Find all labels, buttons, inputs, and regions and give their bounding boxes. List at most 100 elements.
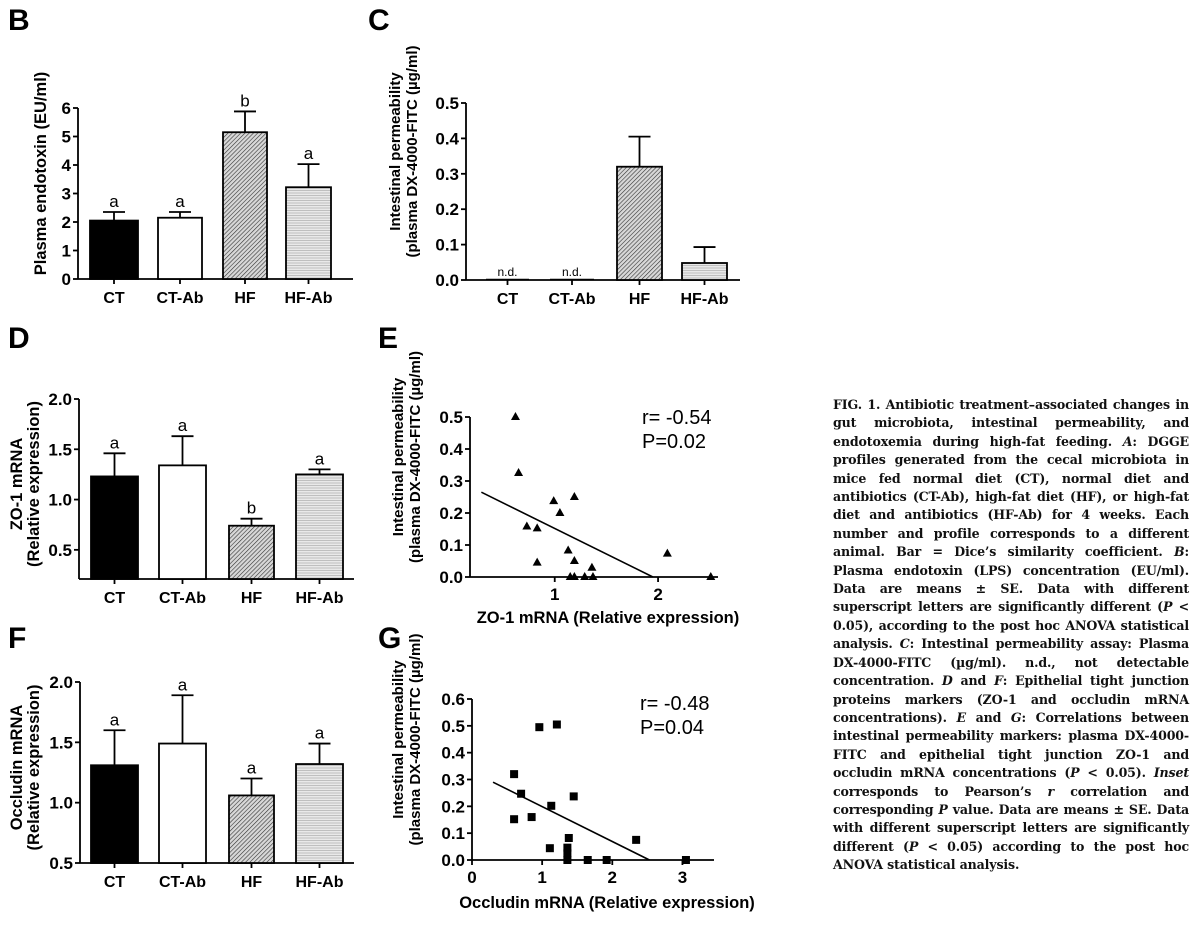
data-point-triangle [532, 557, 542, 566]
x-tick-label: HF [241, 874, 263, 891]
x-axis-label: Occludin mRNA (Relative expression) [459, 894, 755, 912]
y-tick-label: 0.5 [49, 854, 73, 873]
panel-b: B Plasma endotoxin (EU/ml) 0 1 2 3 4 5 6 CT a CT-Ab… [8, 4, 353, 307]
x-tick-label: HF [241, 590, 263, 607]
data-point-square [547, 801, 556, 810]
y-tick-label: 6 [62, 99, 71, 118]
caption-text: : Plasma endotoxin (LPS) concentration (… [833, 544, 1189, 615]
bar-hf [616, 165, 663, 281]
y-axis-label: Intestinal permeability [387, 72, 404, 231]
caption-text: : Correlations between intestinal permea… [833, 709, 1189, 781]
significance-letter: a [109, 192, 119, 211]
bar-hf [228, 524, 275, 580]
data-point-triangle [662, 548, 672, 557]
caption-italic: E [956, 709, 967, 725]
x-tick-label: 1 [537, 868, 546, 887]
significance-letter: a [247, 759, 257, 778]
data-point-triangle [555, 508, 565, 516]
y-axis-label: (Relative expression) [25, 401, 43, 567]
x-tick-label: 2 [653, 585, 662, 604]
panel-letter: E [378, 322, 398, 355]
data-point-square [517, 789, 526, 798]
y-axis-label: Occludin mRNA [8, 705, 26, 831]
y-axis-label: (Relative expression) [25, 685, 43, 851]
y-axis-label: Intestinal permeability [390, 377, 407, 536]
y-tick-label: 1.0 [48, 491, 72, 510]
caption-italic: F [993, 673, 1003, 689]
data-point-triangle [588, 572, 598, 580]
caption-text: FIG. 1. Antibiotic treatment–associated … [833, 397, 1189, 449]
y-tick-label: 2.0 [48, 390, 72, 409]
caption-italic: D [941, 673, 953, 689]
data-point-triangle [532, 523, 542, 532]
nd-annotation: n.d. [497, 265, 517, 279]
y-tick-label: 0.0 [439, 568, 463, 587]
data-point-triangle [706, 572, 716, 580]
caption-text: : Intestinal permeability assay: Plasma … [833, 636, 1189, 689]
y-tick-label: 1.0 [49, 794, 73, 813]
y-axis-label: Plasma endotoxin (EU/ml) [32, 72, 50, 276]
y-tick-label: 0.6 [441, 690, 465, 709]
nd-annotation: n.d. [562, 265, 582, 279]
y-tick-label: 0.1 [439, 536, 463, 555]
bar-hf-ab [295, 763, 344, 864]
data-point-square [545, 844, 554, 853]
caption-italic: P [938, 801, 948, 817]
data-point-triangle [549, 496, 559, 505]
data-point-triangle [569, 556, 579, 564]
caption-italic: P [1070, 765, 1080, 781]
y-tick-label: 3 [62, 185, 71, 204]
y-axis-label: (plasma DX-4000-FITC (µg/ml) [407, 633, 424, 845]
x-tick-label: CT-Ab [159, 590, 206, 607]
y-tick-label: 2 [62, 213, 71, 232]
y-tick-label: 0.0 [441, 851, 465, 870]
bar-ct [89, 219, 139, 280]
correlation-inset: P=0.04 [640, 717, 704, 739]
regression-line [481, 491, 654, 578]
caption-text: : Epithelial tight junction proteins mar… [833, 673, 1189, 725]
caption-italic: P [908, 838, 919, 854]
y-tick-label: 0.4 [441, 744, 465, 763]
bar-hf-ab [295, 473, 344, 580]
significance-letter: a [175, 192, 185, 211]
bar-ct [90, 475, 139, 580]
caption-text: and [965, 709, 1011, 725]
caption-text: < 0.05), according to the post hoc ANOVA… [833, 599, 1190, 652]
y-tick-label: 0.2 [441, 797, 465, 816]
x-tick-label: CT [103, 290, 125, 307]
caption-text: corresponds to Pearson’s [833, 783, 1048, 799]
significance-letter: b [240, 91, 249, 110]
y-axis-label: ZO-1 mRNA [8, 438, 26, 531]
y-tick-label: 0.5 [48, 541, 72, 560]
y-tick-label: 0.4 [435, 129, 459, 148]
figure-panels: B Plasma endotoxin (EU/ml) 0 1 2 3 4 5 6 CT a CT-Ab… [8, 4, 755, 912]
correlation-inset: r= -0.54 [642, 407, 711, 429]
x-tick-label: CT [497, 291, 519, 308]
data-point-square [564, 833, 573, 842]
x-tick-label: CT-Ab [159, 874, 206, 891]
bar-hf-ab [285, 186, 332, 280]
caption-italic: Inset [1153, 765, 1189, 781]
data-point-triangle [569, 572, 579, 580]
bar-ct [90, 764, 139, 864]
x-tick-label: HF [629, 291, 651, 308]
x-tick-label: CT-Ab [156, 290, 203, 307]
x-tick-label: CT [104, 590, 126, 607]
data-point-triangle [580, 572, 590, 580]
y-tick-label: 0.2 [435, 200, 459, 219]
data-point-square [563, 856, 572, 864]
panel-letter: F [8, 622, 26, 655]
panel-e: E Intestinal permeability (plasma DX-4000-… [378, 322, 739, 627]
caption-italic: A [1122, 433, 1133, 449]
data-point-square [535, 723, 544, 732]
caption-text: correlation and corresponding [833, 783, 1189, 817]
data-point-square [527, 813, 536, 822]
bar-hf [228, 794, 275, 864]
data-point-square [552, 720, 561, 729]
data-point-triangle [510, 412, 520, 420]
caption-italic: r [1047, 783, 1054, 799]
y-tick-label: 1.5 [48, 440, 72, 459]
y-tick-label: 1 [62, 242, 71, 261]
y-tick-label: 0.5 [441, 717, 465, 736]
panel-c: C Intestinal permeability (plasma DX-4000-… [368, 4, 740, 308]
